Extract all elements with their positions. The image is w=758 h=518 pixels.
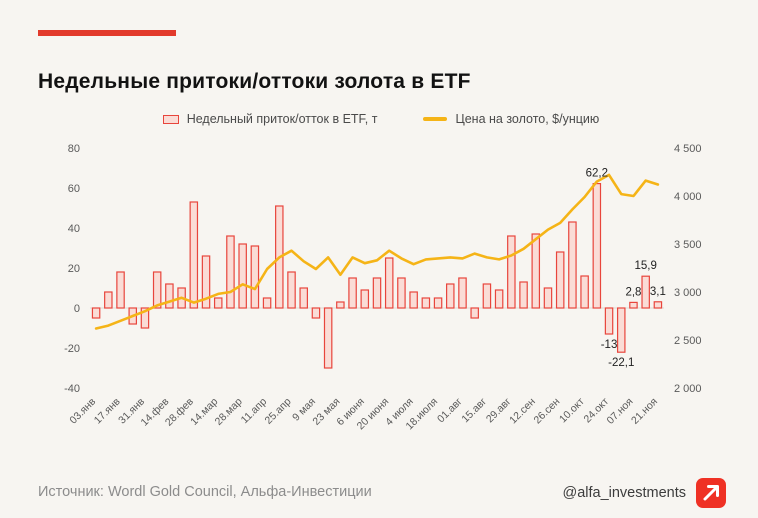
svg-text:15.авг: 15.авг (459, 396, 489, 426)
svg-text:62,2: 62,2 (586, 168, 608, 180)
axis-tick-labels: 80 60 40 20 0 -20 -40 4 500 4 000 3 500 3 000 2 500… (64, 143, 701, 395)
svg-text:-20: -20 (64, 343, 80, 355)
svg-text:2,8: 2,8 (625, 286, 641, 298)
svg-text:-40: -40 (64, 383, 80, 395)
svg-text:-22,1: -22,1 (608, 357, 634, 369)
svg-text:2 000: 2 000 (674, 383, 702, 395)
accent-bar (38, 30, 176, 36)
svg-text:21.ноя: 21.ноя (629, 396, 660, 427)
legend-item-line: Цена на золото, $/унцию (423, 112, 599, 126)
svg-text:07.ноя: 07.ноя (605, 396, 636, 427)
page-title: Недельные притоки/оттоки золота в ETF (38, 70, 471, 94)
svg-text:17.янв: 17.янв (92, 395, 123, 426)
bar-swatch-icon (162, 114, 179, 124)
footer-right: @alfa_investments (562, 478, 726, 508)
alfa-investments-logo-icon (696, 478, 726, 508)
value-annotations: 62,2 -13 -22,1 2,8 15,9 3,1 (586, 168, 666, 370)
svg-text:26.сен: 26.сен (532, 396, 563, 427)
legend-line-label: Цена на золото, $/унцию (455, 112, 600, 126)
svg-text:3,1: 3,1 (650, 286, 666, 298)
line-swatch-icon (423, 117, 448, 121)
svg-text:60: 60 (68, 183, 80, 195)
gold-price-line (94, 173, 660, 330)
svg-text:3 500: 3 500 (674, 239, 702, 251)
svg-text:28.мар: 28.мар (213, 396, 245, 428)
etf-flows-chart: 80 60 40 20 0 -20 -40 4 500 4 000 3 500 3 000 2 500… (64, 143, 701, 432)
bars-series (91, 182, 663, 369)
svg-text:40: 40 (68, 223, 80, 235)
svg-text:15,9: 15,9 (634, 260, 656, 272)
svg-text:4 000: 4 000 (674, 191, 702, 203)
svg-text:0: 0 (74, 303, 80, 315)
chart-legend: Недельный приток/отток в ETF, т Цена на … (36, 112, 726, 126)
svg-text:80: 80 (68, 143, 80, 155)
svg-text:01.авг: 01.авг (435, 396, 465, 426)
svg-text:2 500: 2 500 (674, 335, 702, 347)
svg-text:4 500: 4 500 (674, 143, 702, 155)
legend-bars-label: Недельный приток/отток в ETF, т (186, 112, 378, 126)
svg-text:25.апр: 25.апр (263, 396, 294, 427)
svg-text:20: 20 (68, 263, 80, 275)
source-text: Источник: Wordl Gold Council, Альфа-Инве… (38, 484, 372, 500)
svg-text:03.янв: 03.янв (67, 395, 98, 426)
svg-text:12.сен: 12.сен (507, 396, 538, 427)
svg-text:-13: -13 (601, 339, 618, 351)
legend-item-bars: Недельный приток/отток в ETF, т (162, 112, 378, 126)
svg-text:10.окт: 10.окт (557, 396, 587, 426)
social-handle: @alfa_investments (562, 485, 686, 501)
svg-text:3 000: 3 000 (674, 287, 702, 299)
x-axis-labels: 03.янв17.янв31.янв14.фев28.фев14.мар28.м… (67, 395, 660, 432)
